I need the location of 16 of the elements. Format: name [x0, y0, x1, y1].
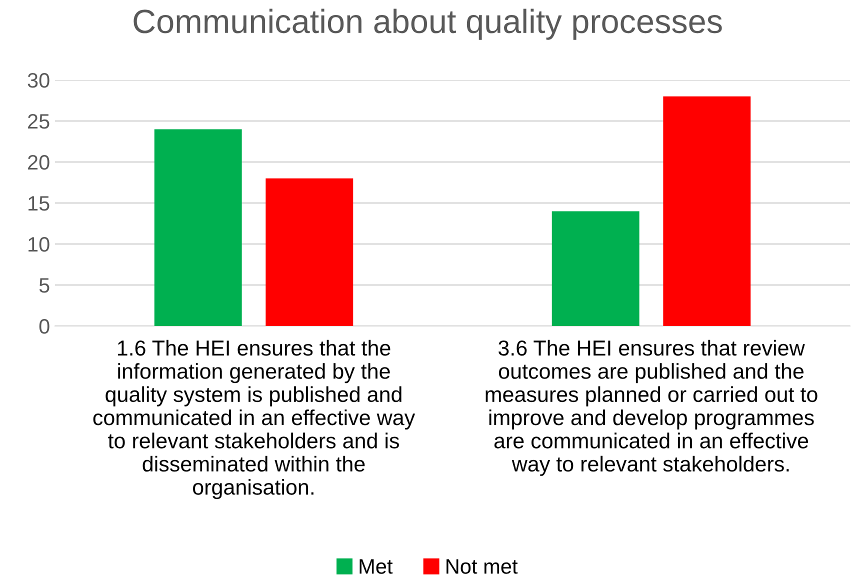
x-tick-label: 1.6 The HEI ensures that the information generated by the quality system is published and communicated in an effective way to relevant stakeholders and is disseminated within the organisation.: [93, 340, 416, 500]
x-tick-label: 3.6 The HEI ensures that review outcomes are published and the measures planned or carried out to improve and develop programmes are communicated in an effective way to relevant stakeholders.: [486, 340, 818, 476]
legend-label: Not met: [446, 559, 518, 574]
legend-label: Met: [360, 559, 393, 574]
y-tick-label: 20: [28, 155, 50, 170]
y-tick-label: 5: [39, 278, 50, 293]
y-tick-label: 15: [28, 196, 50, 211]
bar: [663, 96, 751, 326]
bar: [266, 178, 354, 326]
y-tick-label: 30: [28, 73, 50, 88]
y-tick-label: 0: [39, 319, 50, 334]
bar: [154, 129, 242, 326]
y-tick-label: 10: [28, 237, 50, 252]
bar: [552, 211, 640, 326]
chart-title: Communication about quality processes: [134, 8, 722, 40]
y-tick-label: 25: [28, 114, 50, 129]
